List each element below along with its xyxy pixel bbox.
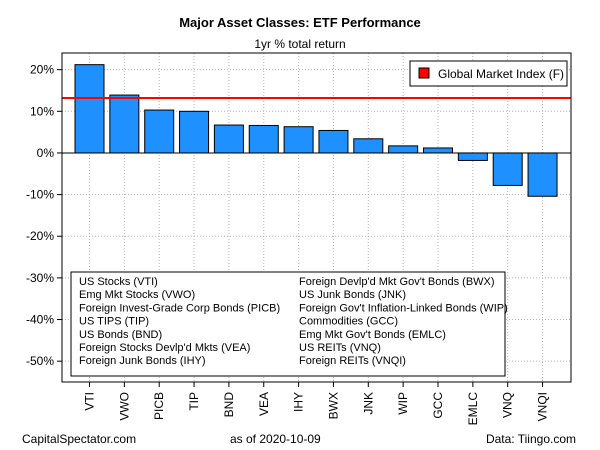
footer-source: CapitalSpectator.com <box>22 432 136 446</box>
x-tick-label: PICB <box>152 392 166 420</box>
x-tick-label: VNQ <box>501 392 515 418</box>
bar-bnd <box>213 124 244 154</box>
chart-title: Major Asset Classes: ETF Performance <box>179 15 421 30</box>
bar-vea <box>248 124 279 154</box>
x-tick-label: BWX <box>326 392 340 419</box>
ticker-key-item: Emg Mkt Gov't Bonds (EMLC) <box>299 329 446 341</box>
bar-vnq <box>492 152 523 186</box>
bar-jnk <box>353 138 384 154</box>
footer-data-credit: Data: Tiingo.com <box>486 432 576 446</box>
y-tick-label: -40% <box>26 313 54 327</box>
x-tick-label: VWO <box>117 392 131 421</box>
ticker-key-item: Emg Mkt Stocks (VWO) <box>79 289 195 301</box>
bar-vnqi <box>527 152 558 197</box>
legend-swatch <box>418 67 430 79</box>
bar-ihy <box>283 126 314 154</box>
x-tick-label: JNK <box>361 392 375 415</box>
legend-box <box>409 60 568 87</box>
x-tick-label: VTI <box>83 392 97 411</box>
ticker-key-item: Foreign Invest-Grade Corp Bonds (PICB) <box>79 302 280 314</box>
y-tick-label: 0% <box>37 146 55 160</box>
y-tick-label: -50% <box>26 354 54 368</box>
bar-tip <box>179 110 210 154</box>
bar-vwo <box>109 94 140 154</box>
x-tick-label: VEA <box>257 392 271 416</box>
y-tick-label: -10% <box>26 188 54 202</box>
x-tick-label: IHY <box>292 392 306 412</box>
x-tick-label: WIP <box>396 392 410 415</box>
x-tick-label: TIP <box>187 392 201 411</box>
plot-border <box>61 52 572 383</box>
bar-vti <box>74 64 105 154</box>
ticker-key-item: Foreign Stocks Devlp'd Mkts (VEA) <box>79 342 250 354</box>
x-tick-label: GCC <box>431 392 445 419</box>
x-tick-label: VNQI <box>536 392 550 421</box>
ticker-key-item: Commodities (GCC) <box>299 316 398 328</box>
ticker-key-item: Foreign REITs (VNQI) <box>299 355 406 367</box>
bar-gcc <box>423 147 453 154</box>
x-tick-label: BND <box>222 392 236 418</box>
y-tick-label: -20% <box>26 229 54 243</box>
ticker-key-item: US Bonds (BND) <box>79 329 162 341</box>
bar-picb <box>144 109 175 154</box>
chart-subtitle: 1yr % total return <box>254 37 345 51</box>
legend-label: Global Market Index (F) <box>438 67 564 81</box>
y-tick-label: -30% <box>26 271 54 285</box>
ticker-key-item: Foreign Gov't Inflation-Linked Bonds (WI… <box>299 302 508 314</box>
ticker-key-box <box>70 271 506 377</box>
ticker-key-item: Foreign Devlp'd Mkt Gov't Bonds (BWX) <box>299 276 495 288</box>
y-tick-label: 10% <box>30 104 54 118</box>
y-tick-label: 20% <box>30 63 54 77</box>
x-tick-label: EMLC <box>466 392 480 426</box>
ticker-key-item: Foreign Junk Bonds (IHY) <box>79 355 206 367</box>
bar-wip <box>388 145 419 154</box>
bar-bwx <box>318 129 349 154</box>
ticker-key-item: US Junk Bonds (JNK) <box>299 289 406 301</box>
ticker-key-item: US Stocks (VTI) <box>79 276 158 288</box>
footer-date: as of 2020-10-09 <box>230 432 321 446</box>
bar-emlc <box>457 152 488 161</box>
ticker-key-item: US TIPS (TIP) <box>79 316 149 328</box>
ticker-key-item: US REITs (VNQ) <box>299 342 381 354</box>
